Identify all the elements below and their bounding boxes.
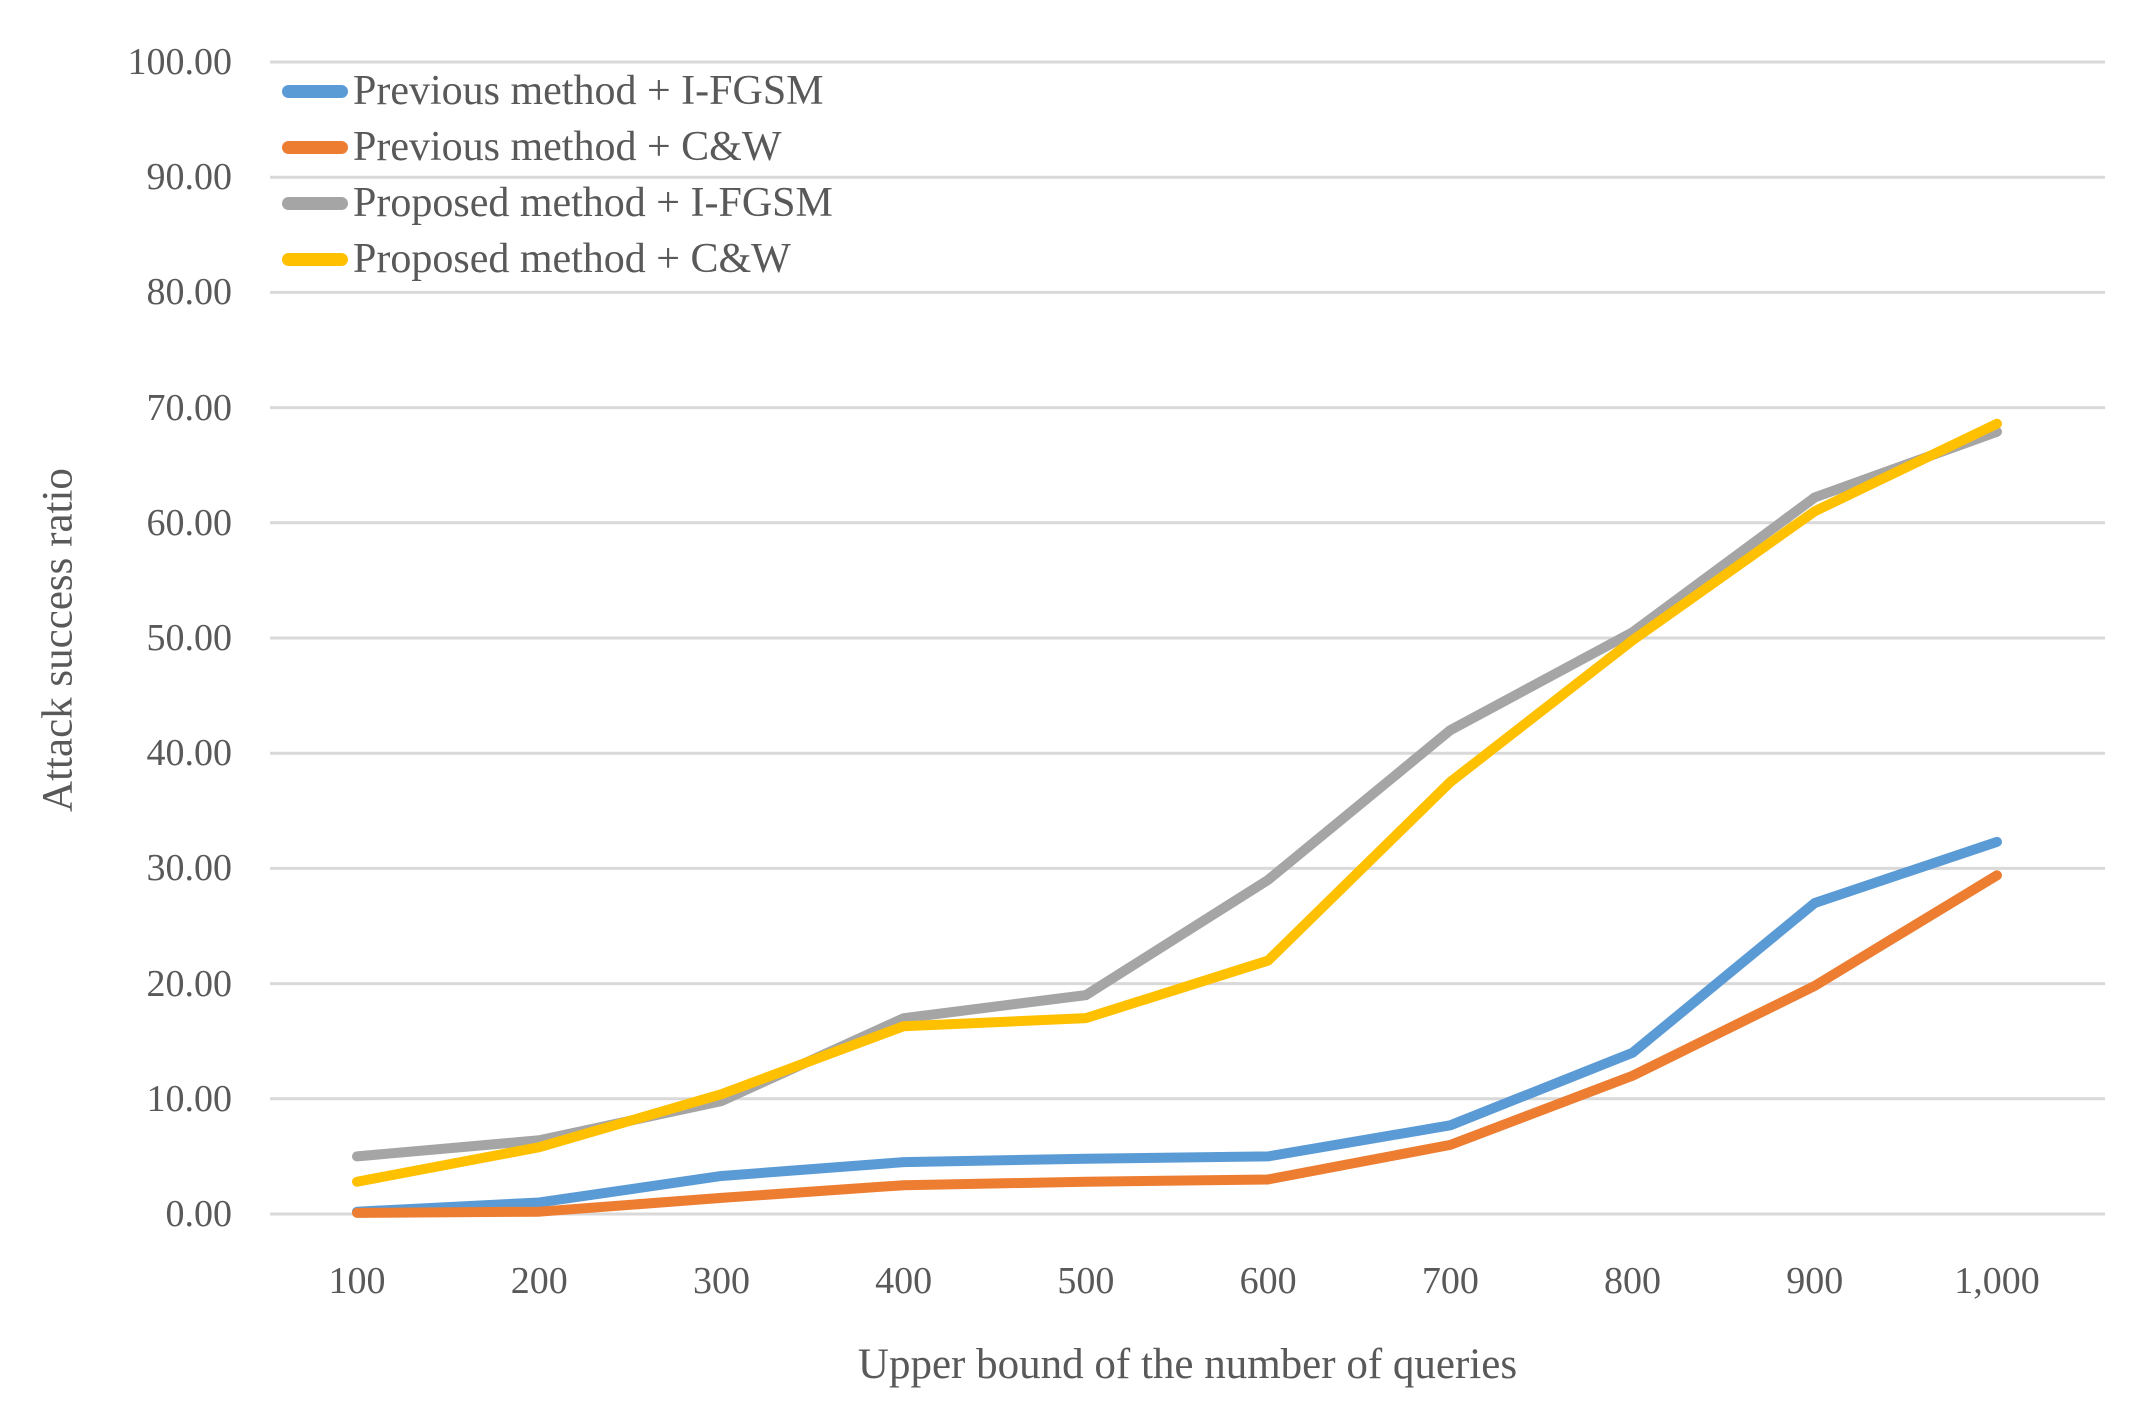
- x-tick-label: 200: [510, 1260, 568, 1302]
- legend-swatch-icon: [282, 84, 348, 98]
- series-line: [352, 870, 2002, 1218]
- y-tick-label: 20.00: [146, 962, 233, 1005]
- legend-item: Previous method + C&W: [282, 126, 833, 168]
- legend-label: Previous method + I-FGSM: [353, 68, 824, 114]
- x-tick-label: 800: [1604, 1260, 1662, 1302]
- x-axis-title: Upper bound of the number of queries: [857, 1341, 1518, 1388]
- x-tick-label: 1,000: [1954, 1260, 2040, 1302]
- legend-label: Previous method + C&W: [353, 124, 782, 170]
- legend-swatch-icon: [282, 252, 348, 266]
- y-tick-label: 70.00: [146, 386, 233, 429]
- x-tick-label: 900: [1786, 1260, 1844, 1302]
- legend-label: Proposed method + I-FGSM: [353, 180, 833, 226]
- legend-item: Previous method + I-FGSM: [282, 70, 833, 112]
- y-tick-label: 100.00: [127, 41, 233, 83]
- y-tick-label: 90.00: [146, 156, 233, 199]
- y-tick-label: 40.00: [146, 732, 233, 775]
- legend: Previous method + I-FGSM Previous method …: [282, 70, 833, 280]
- x-tick-label: 500: [1057, 1260, 1115, 1302]
- series-line: [352, 418, 2002, 1187]
- x-tick-label: 300: [692, 1260, 750, 1302]
- y-tick-label: 50.00: [146, 617, 233, 659]
- y-tick-label: 10.00: [146, 1077, 233, 1120]
- x-tick-label: 600: [1239, 1260, 1297, 1302]
- x-tick-label: 700: [1421, 1260, 1479, 1302]
- y-tick-label: 60.00: [146, 501, 233, 544]
- legend-swatch-icon: [282, 140, 348, 154]
- y-tick-label: 30.00: [146, 847, 233, 890]
- x-tick-label: 400: [875, 1260, 933, 1302]
- series-line: [352, 426, 2002, 1162]
- series-line: [352, 836, 2002, 1217]
- legend-label: Proposed method + C&W: [353, 236, 791, 282]
- legend-item: Proposed method + C&W: [282, 238, 833, 280]
- y-tick-label: 80.00: [146, 271, 233, 314]
- legend-swatch-icon: [282, 196, 348, 210]
- y-axis-title: Attack success ratio: [34, 468, 82, 812]
- y-tick-label: 0.00: [165, 1193, 233, 1235]
- x-tick-label: 100: [328, 1260, 386, 1302]
- legend-item: Proposed method + I-FGSM: [282, 182, 833, 224]
